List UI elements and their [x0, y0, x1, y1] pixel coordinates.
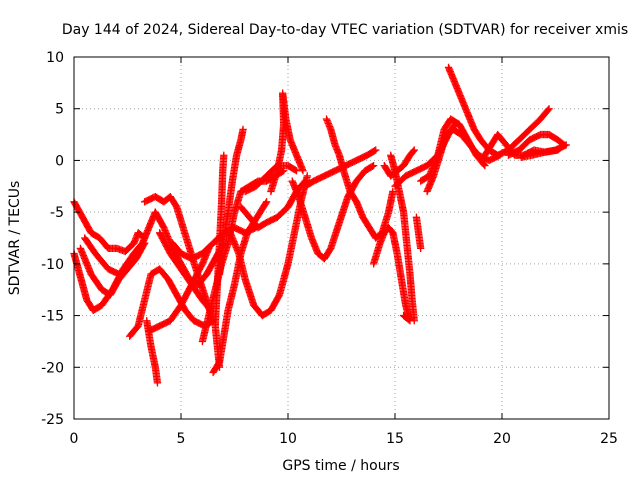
- data-point: [372, 146, 380, 154]
- data-point: [172, 202, 180, 210]
- series-track-32: [504, 130, 568, 161]
- series-track-23: [369, 224, 414, 325]
- data-point: [368, 162, 377, 170]
- data-point: [262, 198, 271, 206]
- data-layer: [70, 63, 570, 387]
- data-point: [292, 167, 301, 175]
- data-point: [133, 251, 141, 259]
- data-point: [480, 160, 488, 169]
- data-point: [389, 187, 397, 196]
- data-point: [481, 161, 489, 170]
- data-point: [140, 240, 148, 249]
- series-track-24: [387, 151, 418, 325]
- data-point: [133, 323, 141, 331]
- x-tick-label: 25: [600, 431, 618, 447]
- data-point: [517, 153, 525, 161]
- plot-frame: [73, 56, 610, 420]
- series-track-21: [301, 146, 380, 190]
- data-point: [544, 106, 552, 114]
- series-track-20: [288, 161, 378, 263]
- data-point: [299, 167, 307, 175]
- data-point: [399, 311, 408, 320]
- y-tick-label: 5: [55, 102, 64, 118]
- x-tick-label: 0: [70, 431, 79, 447]
- data-point: [417, 244, 425, 252]
- series-track-14: [211, 151, 228, 371]
- data-point: [400, 312, 409, 321]
- data-point: [410, 317, 418, 325]
- chart-title: Day 144 of 2024, Sidereal Day-to-day VTE…: [62, 22, 628, 38]
- x-tick-label: 10: [279, 431, 297, 447]
- series-track-5: [125, 265, 217, 340]
- series-track-29: [423, 125, 504, 196]
- y-axis-label: SDTVAR / TECUs: [7, 181, 23, 296]
- data-point: [326, 245, 334, 254]
- data-point: [369, 161, 378, 170]
- data-point: [545, 105, 553, 113]
- data-point: [410, 146, 418, 154]
- x-tick-label: 15: [386, 431, 404, 447]
- data-point: [159, 222, 167, 231]
- y-tick-label: -5: [50, 205, 64, 221]
- x-tick-label: 20: [493, 431, 511, 447]
- data-point: [153, 379, 162, 387]
- y-tick-label: -15: [41, 309, 64, 325]
- x-axis-label: GPS time / hours: [282, 458, 399, 474]
- data-point: [303, 172, 311, 180]
- y-tick-label: 0: [55, 153, 64, 169]
- y-tick-label: -20: [41, 360, 64, 376]
- data-point: [275, 292, 283, 300]
- y-tick-label: -10: [41, 257, 64, 273]
- series-track-4: [81, 234, 142, 278]
- y-tick-label: -25: [41, 412, 64, 428]
- data-point: [220, 151, 228, 159]
- data-point: [262, 199, 270, 207]
- data-point: [278, 167, 287, 176]
- series-track-27: [412, 213, 425, 252]
- y-tick-label: 10: [46, 50, 64, 66]
- data-point: [370, 147, 379, 155]
- series-track-30: [444, 63, 553, 159]
- series-track-19: [267, 89, 307, 196]
- data-point: [134, 249, 142, 258]
- series-track-7: [145, 244, 213, 335]
- data-point: [239, 125, 247, 134]
- data-point: [409, 147, 418, 155]
- series-track-25: [380, 146, 418, 180]
- data-point: [140, 239, 149, 247]
- tick-layer: 0 5 10 15 20 25 -25 -20 -15 -10 -5 0 5 10: [41, 50, 618, 447]
- x-tick-label: 5: [177, 431, 186, 447]
- data-point: [291, 166, 299, 174]
- series-track-15: [215, 125, 247, 278]
